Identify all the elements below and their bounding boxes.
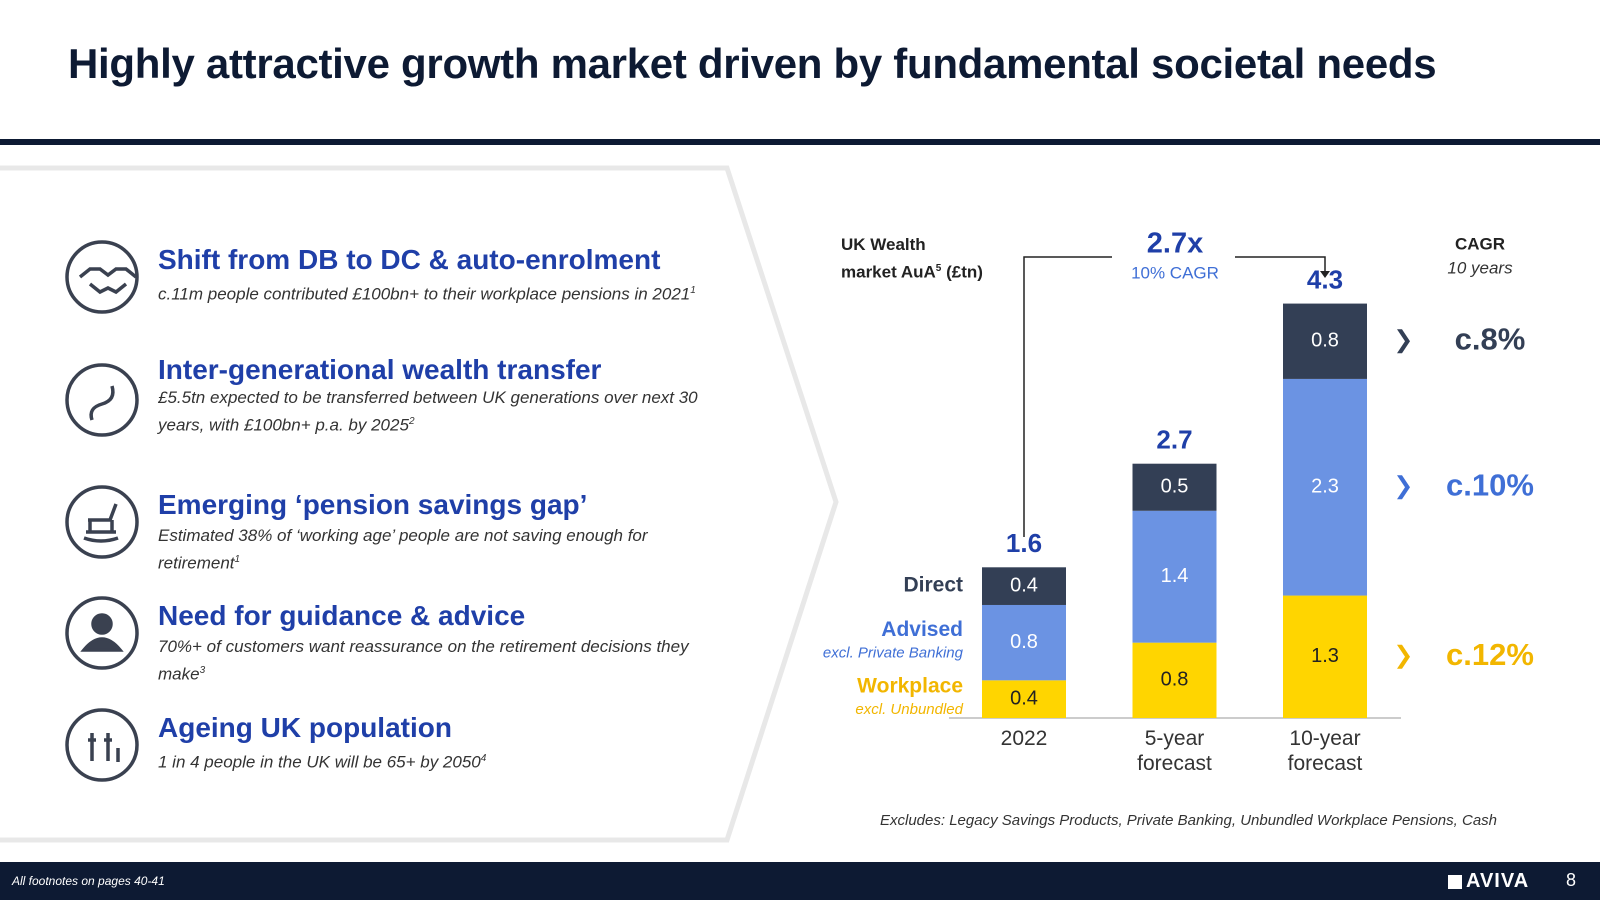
- footnote-ref: 1: [234, 554, 241, 565]
- legend-label: Workplace: [857, 675, 963, 698]
- item-title: Need for guidance & advice: [158, 600, 526, 631]
- icon-family-glyph: [88, 733, 120, 762]
- logo-mark: [1448, 875, 1462, 889]
- icon-person-head: [91, 613, 113, 635]
- legend-sublabel: excl. Private Banking: [823, 645, 964, 662]
- legend-label: Direct: [903, 574, 963, 597]
- footnote-ref: 3: [199, 665, 206, 676]
- cagr-chevron: [1397, 644, 1410, 669]
- legend-sublabel: excl. Unbundled: [855, 701, 963, 718]
- bar-segment: [1132, 510, 1217, 643]
- y-axis-unit: (£tn): [946, 262, 983, 282]
- cagr-label: c.8%: [1455, 321, 1526, 356]
- item-text-body: £5.5tn expected to be transferred betwee…: [158, 388, 698, 435]
- page-number: 8: [1566, 870, 1577, 890]
- x-tick-label: 5-year forecast: [1137, 727, 1212, 775]
- cagr-label: c.12%: [1446, 637, 1534, 672]
- item-title: Emerging ‘pension savings gap’: [158, 489, 588, 520]
- y-axis-title: UK Wealth market AuA5 (£tn): [841, 233, 983, 285]
- item-title: Ageing UK population: [158, 712, 452, 743]
- slide-title: Highly attractive growth market driven b…: [68, 40, 1437, 87]
- growth-arrow: [1320, 271, 1330, 278]
- bar-segment: [982, 680, 1066, 718]
- item-title: Shift from DB to DC & auto-enrolment: [158, 244, 661, 275]
- footer: All footnotes on pages 40-41 AVIVA 8: [0, 862, 1600, 900]
- footnote-ref: 2: [408, 416, 415, 427]
- legend-label: Advised: [881, 618, 963, 641]
- segment-label: 0.4: [1010, 687, 1038, 709]
- bar-segment: [1132, 463, 1217, 511]
- icon-person-body: [80, 637, 124, 652]
- bar-segment: [982, 604, 1066, 681]
- icons: [65, 240, 139, 782]
- footnote-ref: 4: [480, 753, 487, 764]
- footnote-ref: 1: [690, 285, 696, 296]
- bar-segment: [1283, 378, 1367, 596]
- chevron-panel: [0, 165, 839, 843]
- growth-label: 2.7x: [1147, 228, 1203, 260]
- item-title: Inter-generational wealth transfer: [158, 354, 602, 385]
- footer-note: All footnotes on pages 40-41: [12, 874, 165, 888]
- icon-handshake-glyph: [78, 267, 138, 295]
- y-axis-title-line: market AuA: [841, 262, 936, 282]
- footnote-ref: 5: [935, 263, 942, 274]
- chart-note: Excludes: Legacy Savings Products, Priva…: [880, 812, 1497, 829]
- x-tick-label: 10-year forecast: [1287, 727, 1363, 775]
- cagr-chevron: [1397, 329, 1410, 354]
- item-text: c.11m people contributed £100bn+ to thei…: [158, 279, 718, 307]
- item-text: 1 in 4 people in the UK will be 65+ by 2…: [158, 747, 718, 775]
- item-text-body: 1 in 4 people in the UK will be 65+ by 2…: [158, 752, 481, 772]
- total-label: 1.6: [1006, 528, 1042, 558]
- icon-person: [65, 596, 139, 670]
- segment-label: 0.8: [1010, 631, 1038, 653]
- segment-label: 1.4: [1161, 565, 1189, 587]
- bar-segment: [1132, 642, 1217, 718]
- growth-text: 10% CAGR: [1131, 263, 1219, 282]
- y-axis-title-line: UK Wealth: [841, 235, 926, 254]
- total-label: 4.3: [1307, 264, 1343, 294]
- cagr-chevron: [1397, 475, 1410, 500]
- logo: AVIVA: [1466, 870, 1530, 892]
- cagr-title: CAGR: [1455, 234, 1505, 253]
- segment-label: 0.8: [1161, 669, 1189, 691]
- segment-label: 0.5: [1161, 476, 1189, 498]
- icon-family: [65, 708, 139, 782]
- chart: 2.7x 10% CAGR CAGR 10 years 0.4 Workplace…: [823, 228, 1534, 719]
- icon-handshake: [65, 240, 139, 314]
- growth-connector: [1023, 256, 1326, 537]
- item-text: Estimated 38% of ‘working age’ people ar…: [158, 524, 718, 576]
- item-text-body: c.11m people contributed £100bn+ to thei…: [158, 284, 691, 304]
- icon-chair: [65, 485, 139, 559]
- item-text-body: 70%+ of customers want reassurance on th…: [158, 637, 689, 684]
- header-rule: [0, 139, 1600, 145]
- segment-label: 1.3: [1311, 645, 1339, 667]
- item-text-body: Estimated 38% of ‘working age’ people ar…: [158, 526, 648, 573]
- segment-label: 0.4: [1010, 574, 1038, 596]
- total-label: 2.7: [1156, 425, 1192, 455]
- icon-road-glyph: [89, 385, 115, 421]
- item-text: £5.5tn expected to be transferred betwee…: [158, 386, 718, 438]
- segment-label: 2.3: [1311, 476, 1339, 498]
- bar-segment: [982, 567, 1066, 605]
- icon-chair-glyph: [83, 503, 119, 543]
- segment-label: 0.8: [1311, 330, 1339, 352]
- item-text: 70%+ of customers want reassurance on th…: [158, 635, 718, 687]
- x-tick-label: 2022: [1000, 727, 1048, 750]
- bar-segment: [1283, 595, 1367, 718]
- bar-segment: [1283, 303, 1367, 379]
- cagr-subtitle: 10 years: [1447, 258, 1513, 277]
- icon-road: [65, 363, 139, 437]
- cagr-label: c.10%: [1446, 467, 1534, 502]
